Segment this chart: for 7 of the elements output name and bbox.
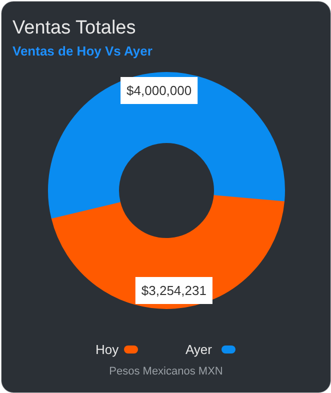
- chart-title: Ventas Totales: [12, 18, 136, 38]
- data-label: $4,000,000: [126, 82, 192, 98]
- chart-subtitle: Ventas de Hoy Vs Ayer: [12, 44, 152, 58]
- text: Pesos Mexicanos MXN: [109, 366, 223, 378]
- legend-label: Ayer: [186, 342, 213, 357]
- data-label: $3,254,231: [141, 283, 206, 298]
- legend-label: Hoy: [96, 342, 120, 357]
